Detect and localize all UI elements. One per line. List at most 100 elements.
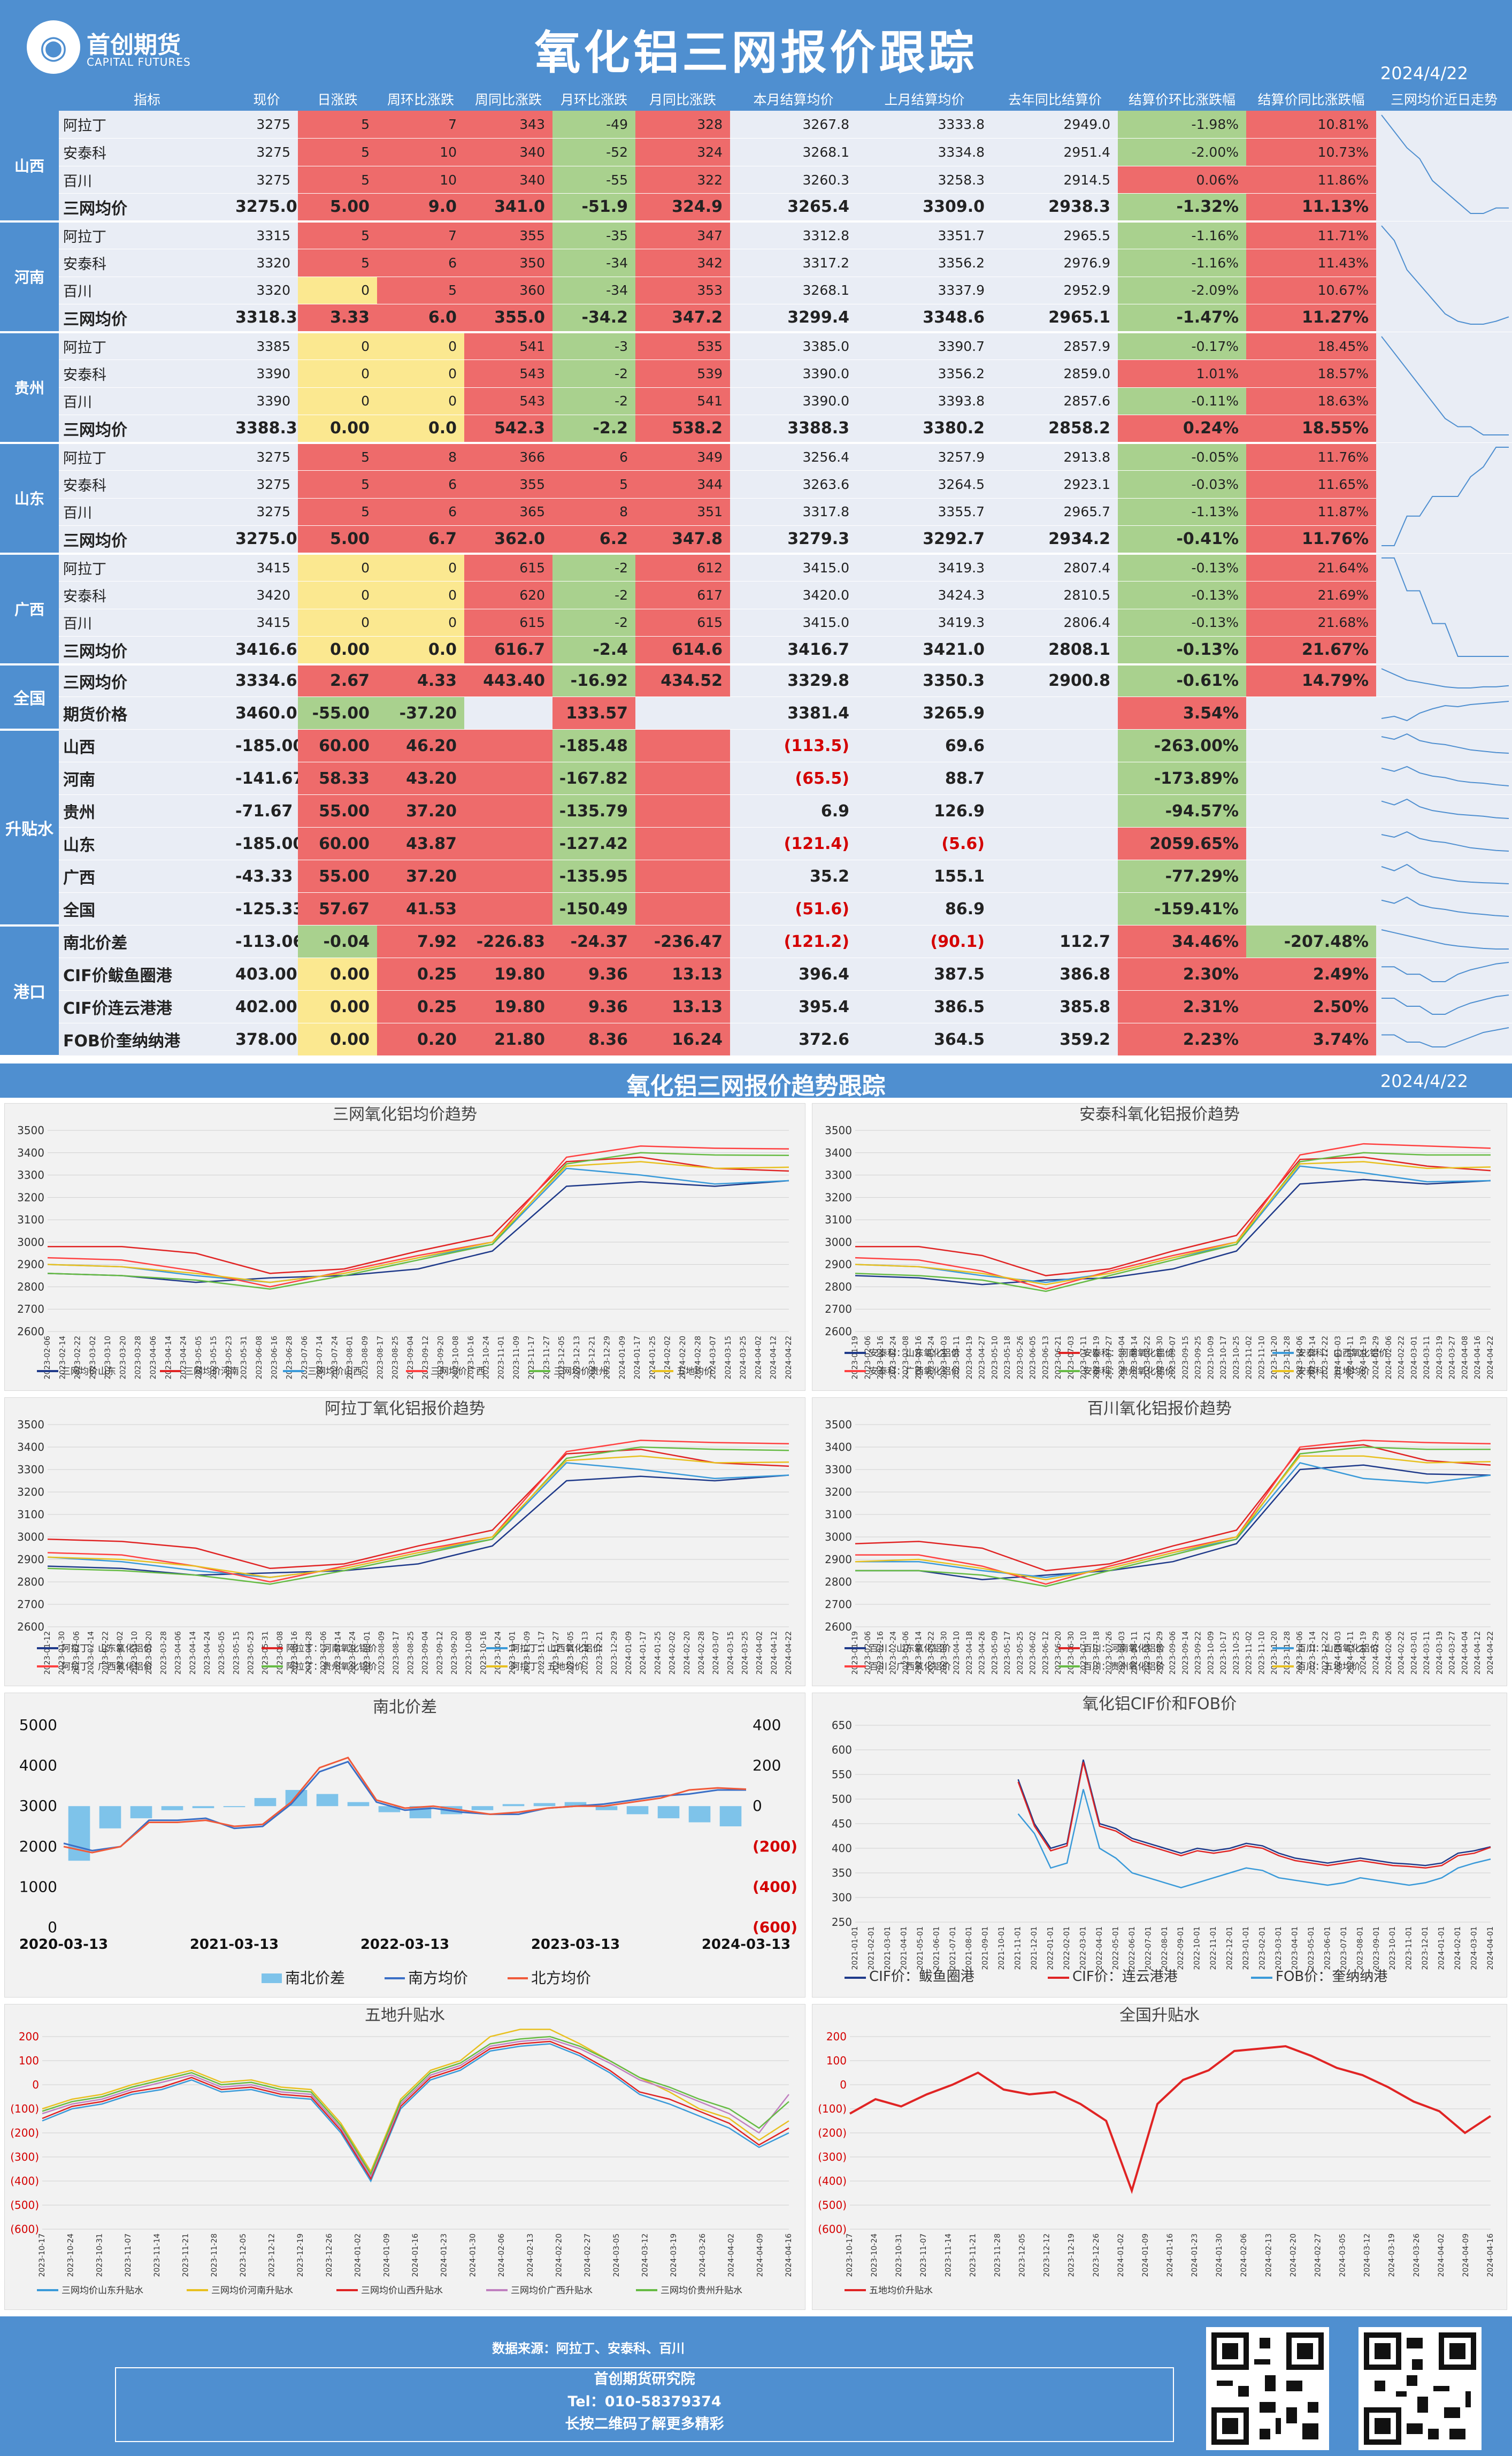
table-cell: 126.9 [857,794,992,828]
y-tick-label: (500) [10,2199,39,2212]
legend-label: 安泰科：贵州氧化铝价 [1083,1366,1174,1377]
x-tick-label: 2024-01-03 [1334,1336,1342,1379]
table-cell: -2.2 [552,415,635,444]
y-tick-label: 3100 [825,1508,852,1521]
logo-text: 首创期货 [87,32,181,59]
spread-bar [68,1806,90,1861]
x-tick-label: 2023-10-17 [1219,1336,1228,1379]
chart-panel-antaike: 安泰科氧化铝报价趋势 2600 2700 2800 2900 3000 3100 3200 33… [812,1103,1507,1391]
series-line [855,1152,1491,1292]
table-cell: 3260.3 [730,166,857,194]
table-cell: -0.04 [298,925,377,958]
table-cell [992,892,1118,925]
x-tick-label: 2021-08-01 [965,1926,973,1970]
x-tick-label: 2023-05-05 [218,1631,226,1674]
table-cell: 342 [635,249,730,277]
trend-sparkline-line [1381,733,1509,754]
table-cell [464,794,552,828]
table-cell: -43.33 [235,860,298,893]
series-line [855,1455,1491,1581]
table-cell: 344 [635,470,730,499]
x-tick-label: 2023-01-12 [43,1631,52,1674]
table-cell: 612 [635,553,730,582]
table-cell: 353 [635,277,730,305]
y-tick-label: 3100 [17,1213,44,1226]
row-label: 南北价差 [59,925,235,958]
x-tick-label: 2023-12-12 [1043,2233,1052,2277]
trend-spark-cell [1376,892,1512,925]
col-header: 日涨跌 [298,87,377,111]
col-header: 月同比涨跌 [635,87,730,111]
table-cell: -185.00 [235,729,298,762]
chart-svg: 全国升贴水 (600) (500) (400) (300) (200) (100) 0 100 2… [818,2006,1495,2296]
legend-label: 百川：山东氧化铝价 [869,1643,951,1654]
table-cell: 43.87 [377,827,464,860]
y2-tick-label: 200 [753,1757,781,1774]
y-tick-label: 2700 [825,1598,852,1611]
table-cell: 3385 [235,332,298,360]
table-row: 安泰科 3275 5 10 340 -52 324 3268.1 3334.8 2951.4 -2.… [0,138,1512,166]
table-cell: -2 [552,387,635,416]
table-cell: 3279.3 [730,525,857,555]
qr-code-icon-2[interactable] [1359,2327,1482,2450]
table-cell: -34.2 [552,304,635,333]
x-tick-label: 2023-08-09 [361,1336,370,1379]
x-tick-label: 2023-08-14 [1131,1336,1139,1379]
table-cell: 2951.4 [992,138,1118,166]
region-label: 升贴水 [0,729,59,927]
x-tick-label: 2024-04-09 [756,2233,764,2277]
table-cell [635,860,730,893]
table-cell: (90.1) [857,925,992,958]
table-cell: 443.40 [464,664,552,697]
trend-sparkline [1381,863,1509,884]
series-line [63,1756,747,1854]
x-tick-label: 2023-11-28 [993,2233,1002,2277]
table-cell: 3416.7 [730,636,857,665]
chart-svg: 南北价差 0 (600) 1000 (400) 2000 (200) 3000 0 4000 200… [19,1698,797,1987]
table-cell [635,697,730,730]
series-line [42,2040,789,2180]
table-cell: 543 [464,387,552,416]
table-cell: 355.0 [464,304,552,333]
x-tick-label: 2023-06-05 [1029,1336,1038,1379]
legend-label: 三网均价山西 [308,1366,362,1377]
legend-label: 阿拉丁：山西氧化铝价 [511,1643,602,1654]
trend-sparkline-line [1381,336,1509,435]
table-cell: 0.00 [298,415,377,444]
x-tick-label: 2023-09-14 [1181,1631,1190,1674]
x-tick-label: 2023-03-24 [927,1336,936,1379]
chart-svg: 阿拉丁氧化铝报价趋势 2600 2700 2800 2900 3000 3100 3200 33… [17,1399,793,1674]
qr-code-icon[interactable] [1206,2327,1329,2450]
table-cell: 615 [635,609,730,637]
table-cell: 41.53 [377,892,464,925]
x-tick-label: 2024-02-27 [1314,2233,1322,2277]
table-cell: -113.06 [235,925,298,958]
table-cell: 2059.65% [1118,827,1246,860]
table-cell: 3265.9 [857,697,992,730]
trend-spark-cell [1376,990,1512,1023]
legend-label: 三网均价广西升贴水 [511,2285,593,2296]
table-cell [635,892,730,925]
table-cell: 2808.1 [992,636,1118,665]
table-cell: 7 [377,111,464,139]
table-row: CIF价连云港港 402.00 0.00 0.25 19.80 9.36 13.13 395.… [0,990,1512,1023]
series-line [855,1464,1491,1581]
x-tick-label: 2023-08-03 [1118,1631,1126,1674]
spread-bar [595,1806,618,1810]
x-tick-label: 2024-03-05 [612,2233,621,2277]
x-tick-label: 2023-08-09 [378,1631,386,1674]
table-cell: 0.0 [377,415,464,444]
table-cell [635,827,730,860]
legend-label: 三网均价河南 [185,1366,239,1377]
x-tick-label: 2023-05-09 [991,1631,999,1674]
x-tick-label: 2023-12-14 [1308,1336,1317,1379]
chart-title: 氧化铝CIF价和FOB价 [1083,1695,1237,1713]
trend-spark-cell [1376,442,1512,554]
trend-sparkline [1381,896,1509,917]
table-cell: -2.4 [552,636,635,665]
table-cell: 3388.3 [730,415,857,444]
series-line [42,2038,789,2178]
table-cell: 0.00 [298,636,377,665]
y-tick-label: 350 [832,1866,852,1879]
